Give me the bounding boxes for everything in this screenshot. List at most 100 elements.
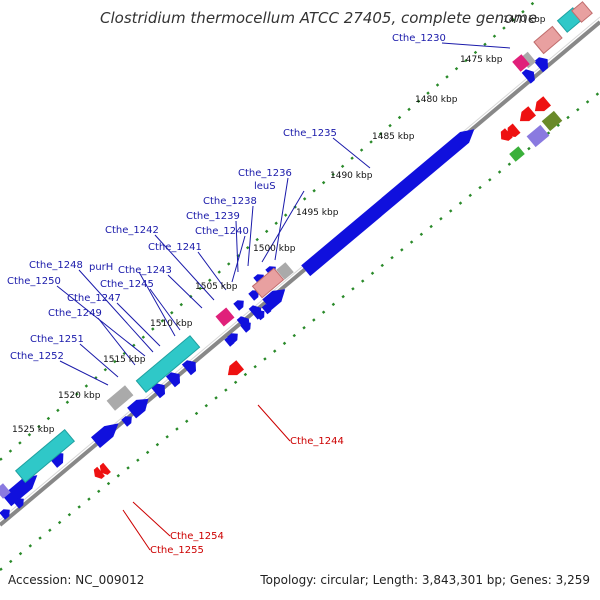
leader-forward: [59, 360, 109, 386]
map-title: Clostridium thermocellum ATCC 27405, com…: [100, 9, 538, 27]
leader-forward: [56, 285, 146, 357]
cds-reverse-5: [519, 106, 536, 122]
leader-forward: [78, 269, 154, 353]
gene-label-forward: Cthe_1251: [30, 334, 84, 345]
leader-reverse: [132, 501, 171, 537]
cds-reverse-3: [507, 123, 521, 137]
trna-block-2: [571, 1, 593, 23]
cds-forward-2: [91, 423, 119, 448]
misc-green-block: [509, 146, 525, 162]
misc-block-2: [520, 51, 536, 69]
gene-label-reverse: Cthe_1254: [170, 531, 224, 542]
gene-label-forward: Cthe_1242: [105, 225, 159, 236]
cds-reverse-1: [99, 462, 111, 475]
gene-label-forward: Cthe_1230: [392, 33, 446, 44]
tick-label: 1475 kbp: [460, 55, 503, 65]
rrna-block-0: [14, 428, 76, 484]
leader-forward: [154, 234, 215, 301]
cds-forward-small-6: [261, 304, 272, 315]
gene-label-forward: purH: [89, 262, 113, 273]
gene-label-forward: Cthe_1235: [283, 128, 337, 139]
leader-forward: [197, 251, 227, 291]
cds-forward-small-5: [254, 310, 265, 321]
tick-label: 1485 kbp: [372, 132, 415, 142]
cds-forward-small-0: [0, 509, 10, 520]
trna-block-1: [533, 25, 563, 55]
tick-label: 1480 kbp: [415, 95, 458, 105]
leader-forward: [138, 271, 176, 337]
cds-forward-small-2: [121, 416, 132, 427]
pink-feature-0: [215, 307, 235, 327]
cds-reverse-2: [93, 466, 105, 479]
gene-label-forward: Cthe_1236: [238, 168, 292, 179]
cds-forward-top-2: [248, 290, 259, 301]
cds-reverse-4: [500, 128, 513, 141]
cds-forward-10: [301, 129, 475, 277]
gene-label-forward: Cthe_1252: [10, 351, 64, 362]
rrna-block-1: [135, 335, 201, 394]
gene-label-reverse: Cthe_1255: [150, 545, 204, 556]
gene-label-forward: Cthe_1241: [148, 242, 202, 253]
tick-label: 1515 kbp: [103, 355, 146, 365]
cds-forward-top-0: [224, 336, 235, 347]
leader-reverse: [257, 404, 291, 442]
leader-forward: [247, 205, 254, 267]
leader-forward: [261, 190, 305, 263]
cds-forward-12: [533, 57, 548, 73]
leader-forward: [332, 137, 371, 169]
leader-reverse: [122, 509, 151, 551]
cds-forward-5: [165, 372, 180, 388]
gene-label-forward: Cthe_1238: [203, 196, 257, 207]
cds-forward-4: [150, 383, 165, 399]
feature-layer: [0, 1, 593, 520]
misc-olive-block: [541, 110, 563, 132]
tick-label: 1505 kbp: [195, 282, 238, 292]
tick-label: 1525 kbp: [12, 425, 55, 435]
tick-label: 1490 kbp: [330, 171, 373, 181]
guide-line-outer: [0, 0, 539, 461]
tick-label: 1470 kbp: [503, 15, 546, 25]
misc-block-1: [276, 262, 294, 280]
misc-purple-edge: [0, 483, 11, 499]
leader-forward: [149, 288, 181, 331]
cds-forward-top-1: [233, 300, 244, 311]
gene-label-forward: Cthe_1247: [67, 293, 121, 304]
cds-forward-small-4: [240, 322, 251, 333]
tick-label: 1500 kbp: [253, 244, 296, 254]
misc-purple-block: [526, 124, 550, 148]
cds-forward-small-1: [13, 498, 24, 509]
dotted-guide-layer: [0, 0, 600, 571]
leader-forward: [167, 274, 203, 309]
backbone-line: [0, 20, 600, 527]
tick-label: 1520 kbp: [58, 391, 101, 401]
tick-label: 1510 kbp: [150, 319, 193, 329]
cds-forward-0: [2, 475, 38, 507]
leader-forward: [274, 177, 289, 261]
gene-label-forward: Cthe_1250: [7, 276, 61, 287]
misc-block-0: [106, 385, 134, 411]
gene-label-forward: Cthe_1239: [186, 211, 240, 222]
tick-label: 1495 kbp: [296, 208, 339, 218]
gene-label-forward: Cthe_1243: [118, 265, 172, 276]
cds-forward-3: [127, 398, 149, 419]
trna-block-0: [251, 267, 285, 299]
gene-label-forward: Cthe_1248: [29, 260, 83, 271]
accession-text: Accession: NC_009012: [8, 573, 145, 587]
gene-label-forward: leuS: [254, 181, 276, 192]
label-leader-layer: [56, 42, 511, 551]
cds-forward-6: [181, 360, 196, 376]
leader-forward: [97, 317, 136, 366]
cds-reverse-6: [534, 96, 551, 112]
cds-reverse-0: [227, 360, 244, 376]
gene-label-forward: Cthe_1240: [195, 226, 249, 237]
pink-feature-1: [512, 54, 530, 72]
guide-line-inner: [0, 91, 600, 571]
leader-forward: [231, 235, 246, 283]
leader-forward: [79, 343, 119, 378]
genome-stats-text: Topology: circular; Length: 3,843,301 bp…: [260, 573, 590, 587]
gene-label-forward: Cthe_1245: [100, 279, 154, 290]
label-layer: 1470 kbp 1475 kbp 1480 kbp 1485 kbp 1490 kbp…: [7, 15, 546, 556]
gene-label-reverse: Cthe_1244: [290, 436, 344, 447]
